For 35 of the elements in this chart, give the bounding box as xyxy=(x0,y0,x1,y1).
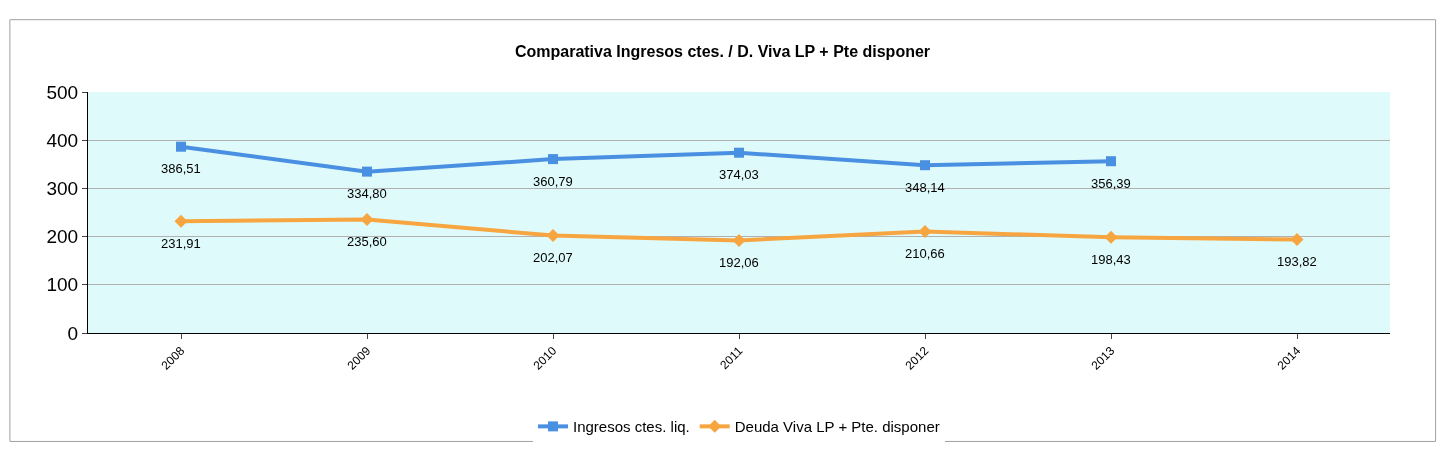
point xyxy=(362,166,372,177)
data-label: 198,43 xyxy=(1091,252,1131,267)
data-label: 386,51 xyxy=(161,161,201,176)
data-label: 210,66 xyxy=(905,246,945,261)
data-label: 235,60 xyxy=(347,234,387,249)
legend-label: Deuda Viva LP + Pte. disponer xyxy=(734,418,940,436)
point xyxy=(1104,230,1118,244)
point xyxy=(920,160,930,171)
chart-title: Comparativa Ingresos ctes. / D. Viva LP + Pte disponer xyxy=(514,42,931,60)
point xyxy=(548,154,558,165)
point xyxy=(360,212,374,226)
legend-label: Ingresos ctes. liq. xyxy=(573,418,690,436)
data-label: 334,80 xyxy=(347,186,387,201)
point xyxy=(1290,233,1304,247)
point xyxy=(174,214,188,228)
data-label: 374,03 xyxy=(719,167,759,182)
data-label: 193,82 xyxy=(1277,254,1317,269)
y-tick-label: 400 xyxy=(46,129,79,151)
y-tick-label: 100 xyxy=(46,274,79,296)
y-tick-label: 0 xyxy=(67,322,79,344)
point xyxy=(732,233,746,247)
point xyxy=(546,229,560,243)
data-label: 202,07 xyxy=(533,250,573,265)
point xyxy=(734,147,744,158)
data-label: 356,39 xyxy=(1091,176,1131,191)
data-label: 348,14 xyxy=(905,180,945,195)
point xyxy=(176,141,186,152)
y-tick-label: 300 xyxy=(46,178,79,200)
data-label: 231,91 xyxy=(161,236,201,251)
data-label: 192,06 xyxy=(719,255,759,270)
data-label: 360,79 xyxy=(533,174,573,189)
y-tick-label: 500 xyxy=(46,81,79,103)
point xyxy=(918,224,932,238)
y-tick-label: 200 xyxy=(46,226,79,248)
point xyxy=(1106,156,1116,167)
